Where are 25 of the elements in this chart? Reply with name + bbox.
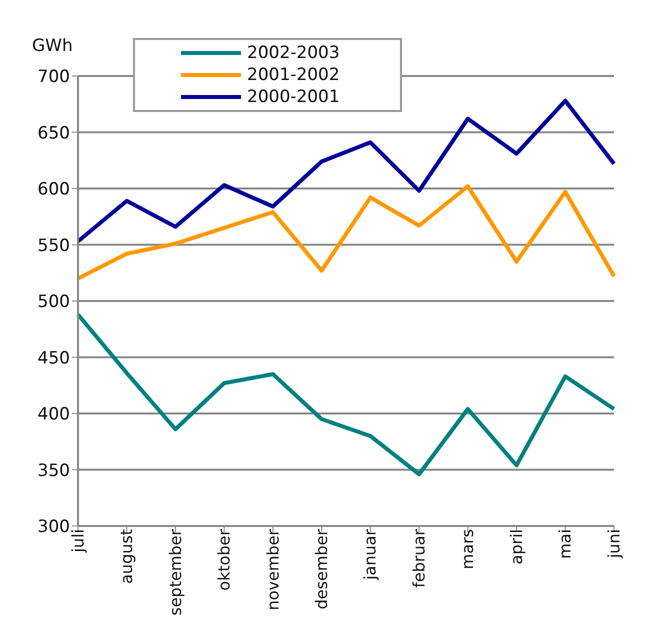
y-tick-label: 600 (38, 180, 70, 200)
x-tick-label: juni (604, 529, 624, 560)
y-tick-label: 500 (38, 292, 70, 312)
x-tick-label: januar (360, 528, 380, 581)
x-tick-label: april (506, 529, 526, 564)
y-tick-label: 400 (38, 404, 70, 425)
y-axis-title: GWh (32, 36, 73, 56)
x-tick-label: august (117, 529, 136, 584)
legend-label: 2002-2003 (247, 42, 340, 64)
x-tick-label: mai (556, 529, 575, 559)
x-tick-label: juli (68, 529, 88, 554)
y-tick-label: 700 (38, 67, 70, 88)
y-tick-label: 650 (38, 123, 70, 144)
x-tick-label: september (166, 528, 185, 616)
legend-label: 2000-2001 (247, 86, 340, 108)
y-tick-label: 300 (38, 517, 70, 538)
y-tick-label: 550 (38, 236, 70, 256)
x-tick-label: desember (312, 528, 331, 610)
y-tick-label: 350 (38, 460, 70, 481)
legend-label: 2001-2002 (247, 64, 340, 86)
x-tick-label: mars (458, 529, 478, 570)
y-tick-label: 450 (38, 348, 70, 368)
x-tick-label: februar (409, 528, 428, 588)
x-tick-label: oktober (214, 528, 234, 591)
x-tick-label: november (263, 528, 282, 610)
